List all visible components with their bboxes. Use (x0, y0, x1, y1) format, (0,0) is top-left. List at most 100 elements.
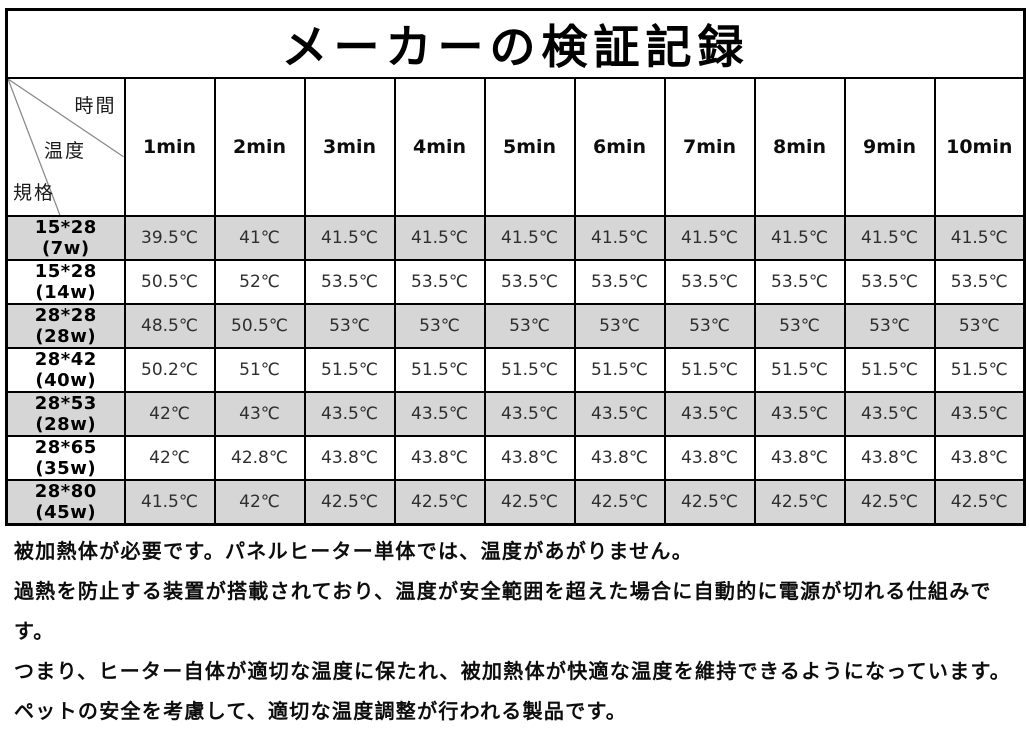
time-header-2min: 2min (213, 77, 306, 217)
temp-cell: 41.5℃ (843, 215, 936, 261)
time-header-7min: 7min (663, 77, 756, 217)
temp-cell: 43.5℃ (933, 391, 1026, 437)
time-header-8min: 8min (753, 77, 846, 217)
temp-cell: 43.5℃ (573, 391, 666, 437)
temp-cell: 51.5℃ (483, 347, 576, 393)
spec-label: 28*53 (28w) (5, 391, 126, 437)
temp-cell: 53℃ (573, 303, 666, 349)
temp-cell: 48.5℃ (123, 303, 216, 349)
temp-cell: 50.5℃ (123, 259, 216, 305)
temp-cell: 53.5℃ (483, 259, 576, 305)
temp-cell: 42.5℃ (843, 479, 936, 526)
temp-cell: 53.5℃ (573, 259, 666, 305)
table-row: 15*28 (14w) 50.5℃ 52℃ 53.5℃ 53.5℃ 53.5℃ … (5, 259, 1026, 305)
temp-cell: 51.5℃ (753, 347, 846, 393)
temp-cell: 43.5℃ (393, 391, 486, 437)
table-row: 28*53 (28w) 42℃ 43℃ 43.5℃ 43.5℃ 43.5℃ 43… (5, 391, 1026, 437)
time-header-1min: 1min (123, 77, 216, 217)
temp-cell: 41℃ (213, 215, 306, 261)
note-line: 被加熱体が必要です。パネルヒーター単体では、温度があがりません。 (14, 539, 693, 563)
temp-cell: 42.5℃ (573, 479, 666, 526)
temp-cell: 51.5℃ (573, 347, 666, 393)
temp-cell: 39.5℃ (123, 215, 216, 261)
time-header-3min: 3min (303, 77, 396, 217)
temp-cell: 41.5℃ (123, 479, 216, 526)
temp-cell: 42.5℃ (753, 479, 846, 526)
temp-cell: 42.5℃ (393, 479, 486, 526)
temp-cell: 43.8℃ (303, 435, 396, 481)
table-row: 28*65 (35w) 42℃ 42.8℃ 43.8℃ 43.8℃ 43.8℃ … (5, 435, 1026, 481)
temp-cell: 43.8℃ (663, 435, 756, 481)
diagonal-lines-icon (8, 80, 123, 214)
temp-cell: 43.8℃ (753, 435, 846, 481)
temp-cell: 53℃ (843, 303, 936, 349)
table-row: 28*80 (45w) 41.5℃ 42℃ 42.5℃ 42.5℃ 42.5℃ … (5, 479, 1026, 526)
time-header-6min: 6min (573, 77, 666, 217)
spec-label: 15*28 (7w) (5, 215, 126, 261)
verification-table: メーカーの検証記録 時間 温度 規格 1min 2min 3min 4min 5… (5, 8, 1026, 526)
note-line: ペットの安全を考慮して、適切な温度調整が行われる製品です。 (14, 699, 628, 723)
temp-cell: 43.8℃ (483, 435, 576, 481)
temp-cell: 53℃ (753, 303, 846, 349)
spec-label: 28*80 (45w) (5, 479, 126, 526)
corner-temp-label: 温度 (44, 140, 87, 162)
temp-cell: 51.5℃ (933, 347, 1026, 393)
temp-cell: 43.8℃ (573, 435, 666, 481)
temp-cell: 53℃ (933, 303, 1026, 349)
temp-cell: 42.5℃ (483, 479, 576, 526)
temp-cell: 41.5℃ (393, 215, 486, 261)
temp-cell: 42.5℃ (663, 479, 756, 526)
temp-cell: 42.5℃ (303, 479, 396, 526)
table-row: 15*28 (7w) 39.5℃ 41℃ 41.5℃ 41.5℃ 41.5℃ 4… (5, 215, 1026, 261)
temp-cell: 43.5℃ (483, 391, 576, 437)
page: { "title": "メーカーの検証記録", "table": { "corn… (5, 8, 1026, 723)
temp-cell: 53.5℃ (303, 259, 396, 305)
temp-cell: 42.8℃ (213, 435, 306, 481)
spec-label: 28*65 (35w) (5, 435, 126, 481)
table-row: 28*42 (40w) 50.2℃ 51℃ 51.5℃ 51.5℃ 51.5℃ … (5, 347, 1026, 393)
temp-cell: 43.8℃ (393, 435, 486, 481)
page-title: メーカーの検証記録 (5, 8, 1026, 79)
temp-cell: 41.5℃ (663, 215, 756, 261)
time-header-10min: 10min (933, 77, 1026, 217)
temp-cell: 53.5℃ (753, 259, 846, 305)
temp-cell: 41.5℃ (933, 215, 1026, 261)
temp-cell: 41.5℃ (753, 215, 846, 261)
temp-cell: 53.5℃ (663, 259, 756, 305)
temp-cell: 43℃ (213, 391, 306, 437)
temp-cell: 51.5℃ (393, 347, 486, 393)
corner-spec-label: 規格 (13, 182, 56, 204)
temp-cell: 41.5℃ (573, 215, 666, 261)
temp-cell: 51.5℃ (663, 347, 756, 393)
temp-cell: 53.5℃ (843, 259, 936, 305)
note-line: つまり、ヒーター自体が適切な温度に保たれ、被加熱体が快適な温度を維持できるように… (14, 659, 1012, 683)
notes-block: 被加熱体が必要です。パネルヒーター単体では、温度があがりません。 過熱を防止する… (14, 531, 1024, 731)
temp-cell: 50.5℃ (213, 303, 306, 349)
temp-cell: 53℃ (483, 303, 576, 349)
temp-cell: 53℃ (663, 303, 756, 349)
table-row: 28*28 (28w) 48.5℃ 50.5℃ 53℃ 53℃ 53℃ 53℃ … (5, 303, 1026, 349)
temp-cell: 51℃ (213, 347, 306, 393)
temp-cell: 41.5℃ (483, 215, 576, 261)
temp-cell: 43.5℃ (663, 391, 756, 437)
temp-cell: 53.5℃ (933, 259, 1026, 305)
temp-cell: 53.5℃ (393, 259, 486, 305)
temp-cell: 50.2℃ (123, 347, 216, 393)
temp-cell: 42℃ (123, 391, 216, 437)
temp-cell: 51.5℃ (303, 347, 396, 393)
temp-cell: 53℃ (393, 303, 486, 349)
spec-label: 28*42 (40w) (5, 347, 126, 393)
corner-cell: 時間 温度 規格 (5, 77, 126, 217)
time-header-4min: 4min (393, 77, 486, 217)
temp-cell: 43.5℃ (303, 391, 396, 437)
note-line: 過熱を防止する装置が搭載されており、温度が安全範囲を超えた場合に自動的に電源が切… (14, 579, 992, 643)
temp-cell: 52℃ (213, 259, 306, 305)
time-header-9min: 9min (843, 77, 936, 217)
time-header-5min: 5min (483, 77, 576, 217)
temp-cell: 42.5℃ (933, 479, 1026, 526)
spec-label: 28*28 (28w) (5, 303, 126, 349)
temp-cell: 43.5℃ (753, 391, 846, 437)
spec-label: 15*28 (14w) (5, 259, 126, 305)
temp-cell: 51.5℃ (843, 347, 936, 393)
corner-time-label: 時間 (74, 95, 117, 117)
